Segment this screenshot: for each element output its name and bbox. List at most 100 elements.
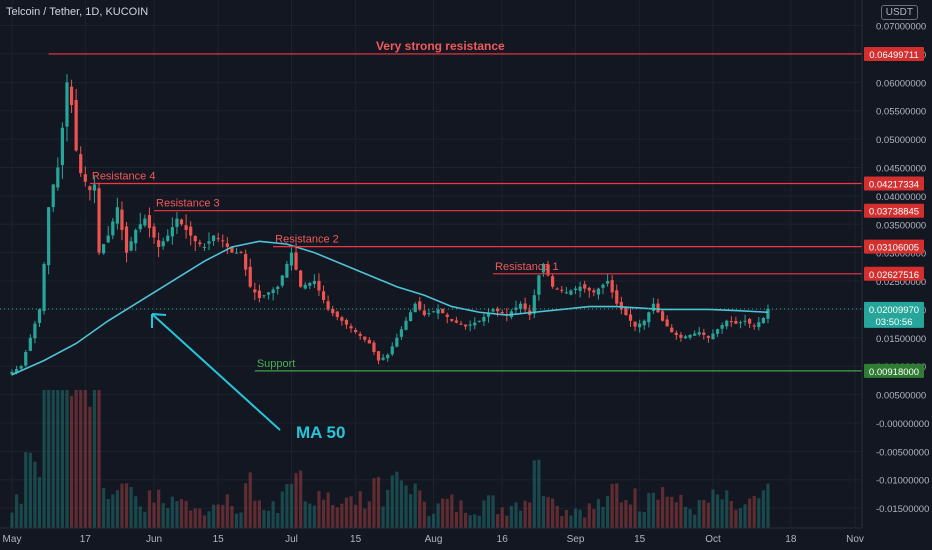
candle-body	[715, 329, 720, 334]
candle-body	[463, 324, 468, 327]
x-tick-label: Jun	[146, 534, 162, 545]
y-tick-label: 0.04500000	[876, 163, 926, 174]
candle-body	[569, 290, 573, 295]
candle-body	[65, 82, 69, 127]
candle-body	[427, 313, 431, 315]
volume-bar	[702, 499, 706, 528]
y-tick-label: 0.06000000	[876, 78, 926, 89]
volume-bar	[711, 489, 715, 528]
volume-bar	[541, 495, 546, 528]
volume-bar	[509, 505, 513, 528]
candle-body	[395, 337, 399, 347]
y-tick-label: -0.00000000	[876, 419, 929, 430]
volume-bar	[725, 490, 729, 528]
volume-bar	[647, 493, 651, 528]
volume-bar	[546, 497, 550, 528]
candle-body	[592, 290, 596, 293]
volume-bar	[761, 490, 765, 528]
candle-body	[47, 207, 51, 266]
candle-body	[189, 226, 193, 236]
candle-body	[308, 282, 312, 286]
candle-body	[660, 311, 665, 321]
y-tick-label: 0.03000000	[876, 249, 926, 260]
currency-badge[interactable]: USDT	[880, 5, 918, 20]
candle-body	[601, 284, 605, 288]
volume-bar	[486, 495, 491, 528]
volume-bar	[605, 495, 610, 528]
candle-body	[225, 243, 229, 247]
candle-body	[42, 264, 46, 311]
candle-body	[166, 235, 170, 241]
candle-body	[665, 319, 669, 327]
volume-bar	[47, 390, 51, 528]
volume-bar	[170, 496, 174, 528]
volume-bar	[615, 483, 619, 528]
resistance-2-label: Resistance 2	[275, 234, 339, 246]
volume-bar	[619, 502, 623, 528]
candle-body	[24, 352, 28, 366]
y-tick-label: 0.04000000	[876, 192, 926, 203]
x-tick-label: 15	[634, 534, 646, 545]
volume-bar	[693, 514, 697, 528]
candle-body	[514, 307, 518, 310]
candle-body	[633, 321, 637, 327]
candle-body	[583, 284, 587, 289]
resistance-1-price-label: 0.02627516	[869, 270, 919, 281]
candle-body	[496, 308, 500, 312]
volume-bar	[161, 503, 165, 528]
candle-body	[198, 242, 202, 245]
volume-bar	[601, 506, 605, 528]
volume-bar	[660, 487, 665, 528]
volume-bar	[491, 495, 495, 528]
candle-body	[551, 276, 555, 287]
volume-bar	[743, 504, 747, 528]
candle-body	[257, 290, 262, 299]
candle-body	[294, 252, 298, 270]
volume-bar	[266, 510, 271, 528]
candle-body	[404, 320, 408, 330]
candle-body	[518, 303, 523, 309]
candle-body	[326, 301, 330, 310]
volume-bar	[321, 499, 326, 528]
volume-bar	[276, 512, 280, 528]
volume-bar	[674, 502, 678, 528]
volume-bar	[376, 477, 381, 528]
candle-body	[115, 207, 119, 224]
volume-bar	[564, 509, 568, 528]
volume-bar	[97, 390, 101, 528]
volume-bar	[51, 390, 55, 528]
volume-bar	[257, 500, 262, 528]
volume-bar	[404, 485, 408, 528]
volume-bar	[106, 499, 110, 528]
resistance-3-price-tag	[864, 203, 924, 218]
candle-body	[207, 241, 211, 244]
candle-body	[285, 264, 289, 278]
candle-body	[193, 236, 197, 242]
volume-bar	[92, 390, 97, 528]
volume-bar	[262, 510, 266, 528]
candle-body	[596, 288, 601, 295]
candle-body	[106, 235, 110, 243]
support-label: Support	[257, 358, 296, 370]
candle-body	[303, 284, 307, 289]
resistance-1-label: Resistance 1	[495, 261, 559, 273]
volume-bar	[445, 498, 449, 528]
volume-bar	[372, 478, 376, 528]
candle-body	[129, 241, 133, 251]
volume-bar	[244, 483, 248, 528]
volume-bar	[234, 513, 239, 528]
candle-body	[266, 292, 271, 295]
candle-body	[69, 86, 74, 106]
volume-bar	[331, 505, 335, 528]
candle-body	[317, 280, 321, 291]
volume-bar	[706, 502, 710, 528]
volume-bar	[147, 490, 152, 528]
candle-body	[624, 307, 628, 316]
candle-body	[19, 366, 23, 369]
y-tick-label: 0.03500000	[876, 220, 926, 231]
volume-bar	[289, 483, 294, 528]
volume-bar	[386, 489, 390, 528]
candle-body	[752, 325, 756, 327]
